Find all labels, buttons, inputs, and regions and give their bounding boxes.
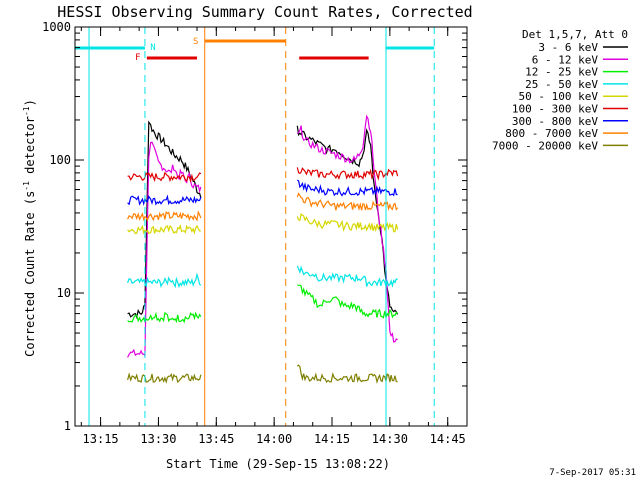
legend-label-25-50-kev: 25 - 50 keV	[525, 78, 598, 91]
series-line-100-300-kev-seg2	[296, 167, 399, 181]
flag-labels: NF S	[135, 37, 198, 63]
legend-label-3-6-kev: 3 - 6 keV	[538, 41, 598, 54]
series-line-800-7000-kev-seg2	[296, 192, 399, 211]
series-line-6-12-kev-seg2	[296, 114, 398, 343]
x-axis: 13:15 13:30 13:45 14:00 14:15 14:30 14:45	[80, 27, 468, 446]
x-tick-label: 14:15	[314, 432, 350, 446]
legend-label-7000-20000-kev: 7000 - 20000 keV	[492, 139, 598, 152]
legend-header: Det 1,5,7, Att 0	[522, 28, 628, 41]
y-axis: 1 10 100 1000	[42, 20, 467, 433]
legend-label-6-12-kev: 6 - 12 keV	[532, 53, 599, 66]
x-tick-label: 13:15	[83, 432, 119, 446]
legend-label-800-7000-kev: 800 - 7000 keV	[505, 127, 598, 140]
y-axis-label: Corrected Count Rate (s-1 detector-1)	[22, 99, 37, 357]
y-axis-label-end: )	[23, 99, 37, 106]
legend-label-12-25-kev: 12 - 25 keV	[525, 66, 598, 79]
x-tick-label: 14:30	[372, 432, 408, 446]
plot-frame	[74, 26, 468, 427]
series-line-6-12-kev-seg1	[127, 141, 202, 358]
legend-label-50-100-kev: 50 - 100 keV	[519, 90, 599, 103]
series-line-50-100-kev-seg2	[296, 213, 399, 233]
series-line-3-6-kev-seg1	[127, 120, 202, 320]
event-markers	[88, 27, 435, 426]
x-axis-label: Start Time (29-Sep-15 13:08:22)	[166, 457, 390, 471]
series-line-12-25-kev-seg2	[297, 284, 398, 320]
y-tick-label: 100	[49, 153, 71, 167]
series-line-12-25-kev-seg1	[127, 311, 202, 324]
y-axis-label-sup2: -1	[22, 106, 31, 116]
series-line-800-7000-kev-seg1	[127, 210, 202, 222]
series-line-100-300-kev-seg1	[127, 171, 202, 183]
y-tick-label: 1000	[42, 20, 71, 34]
y-tick-label: 1	[64, 419, 71, 433]
y-axis-label-mid: detector	[23, 116, 37, 181]
x-tick-label: 13:45	[198, 432, 234, 446]
chart-title: HESSI Observing Summary Count Rates, Cor…	[57, 3, 472, 21]
night-flag-label: N	[150, 43, 155, 53]
status-intervals	[75, 39, 435, 60]
saa-flag-label: S	[193, 37, 198, 47]
footer-date: 7-Sep-2017 05:31	[549, 468, 636, 478]
series-line-50-100-kev-seg1	[127, 224, 201, 235]
legend-label-300-800-kev: 300 - 800 keV	[512, 115, 598, 128]
series-group	[127, 114, 399, 384]
y-axis-label-sup1: -1	[22, 181, 31, 191]
x-tick-label: 14:45	[430, 432, 466, 446]
series-line-300-800-kev-seg2	[296, 179, 398, 197]
flare-flag-label: F	[135, 53, 140, 63]
series-line-25-50-kev-seg1	[127, 272, 202, 289]
series-line-25-50-kev-seg2	[296, 265, 398, 289]
series-line-7000-20000-kev-seg1	[127, 372, 202, 384]
y-axis-label-main: Corrected Count Rate (s	[23, 191, 37, 357]
x-tick-label: 13:30	[140, 432, 176, 446]
x-tick-label: 14:00	[256, 432, 292, 446]
legend-label-100-300-kev: 100 - 300 keV	[512, 103, 598, 116]
series-line-300-800-kev-seg1	[127, 194, 202, 207]
series-line-7000-20000-kev-seg2	[296, 364, 398, 384]
y-tick-label: 10	[57, 286, 71, 300]
